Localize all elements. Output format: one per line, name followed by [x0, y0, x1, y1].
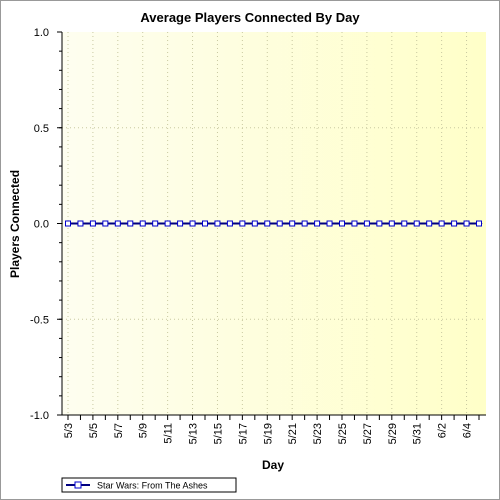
- data-point: [413, 220, 420, 227]
- data-point: [214, 220, 221, 227]
- legend-marker: [74, 481, 82, 489]
- y-tick-label: -0.5: [30, 314, 49, 326]
- data-point: [388, 220, 395, 227]
- x-tick-label: 6/4: [462, 423, 474, 438]
- x-tick-label: 5/5: [88, 423, 100, 438]
- x-tick-label: 5/9: [138, 423, 150, 438]
- data-point: [139, 220, 146, 227]
- data-point: [89, 220, 96, 227]
- data-point: [251, 220, 258, 227]
- x-tick-label: 6/2: [437, 423, 449, 438]
- y-tick-label: -1.0: [30, 410, 49, 422]
- data-point: [438, 220, 445, 227]
- legend-label: Star Wars: From The Ashes: [97, 481, 208, 491]
- x-tick-label: 5/13: [188, 423, 200, 444]
- x-tick-label: 5/29: [387, 423, 399, 444]
- data-point: [127, 220, 134, 227]
- data-point: [177, 220, 184, 227]
- data-point: [463, 220, 470, 227]
- y-tick-labels: 1.0 0.5 0.0 -0.5 -1.0: [30, 27, 49, 422]
- data-point: [301, 220, 308, 227]
- data-point: [314, 220, 321, 227]
- x-axis-title: Day: [262, 458, 284, 472]
- data-point: [114, 220, 121, 227]
- x-tick-label: 5/21: [287, 423, 299, 444]
- x-tick-labels: 5/3 5/5 5/7 5/9 5/11 5/13 5/15 5/17 5/19 5/21 5/23…: [63, 423, 474, 444]
- data-point: [376, 220, 383, 227]
- y-tick-label: 0.5: [34, 123, 49, 135]
- legend-swatch: [66, 481, 90, 489]
- data-point: [276, 220, 283, 227]
- data-point: [339, 220, 345, 227]
- y-tick-label: 0.0: [34, 219, 49, 231]
- data-point: [326, 220, 333, 227]
- data-point: [65, 220, 71, 227]
- data-point: [476, 220, 482, 227]
- x-tick-label: 5/17: [237, 423, 249, 444]
- x-tick-label: 5/19: [262, 423, 274, 444]
- data-point: [401, 220, 408, 227]
- data-point: [164, 220, 171, 227]
- x-tick-label: 5/31: [412, 423, 424, 444]
- data-point: [226, 220, 233, 227]
- y-tick-label: 1.0: [34, 27, 49, 39]
- data-point: [77, 220, 84, 227]
- data-point: [189, 220, 196, 227]
- series-layer: [65, 220, 482, 227]
- x-tick-label: 5/25: [337, 423, 349, 444]
- y-axis-title: Players Connected: [8, 170, 22, 278]
- data-point: [363, 220, 370, 227]
- x-tick-label: 5/15: [212, 423, 224, 444]
- legend: Star Wars: From The Ashes: [61, 477, 237, 493]
- x-tick-label: 5/27: [362, 423, 374, 444]
- x-tick-label: 5/23: [312, 423, 324, 444]
- chart-title: Average Players Connected By Day: [140, 10, 360, 25]
- x-tick-label: 5/11: [163, 423, 175, 444]
- legend-box: [61, 477, 237, 493]
- data-point: [239, 220, 246, 227]
- data-point: [451, 220, 458, 227]
- data-point: [264, 220, 271, 227]
- x-tick-label: 5/7: [113, 423, 125, 438]
- data-point: [152, 220, 159, 227]
- axes: [57, 31, 486, 420]
- data-point: [102, 220, 109, 227]
- data-point: [426, 220, 433, 227]
- x-tick-label: 5/3: [63, 423, 75, 438]
- data-point: [202, 220, 208, 227]
- data-point: [289, 220, 296, 227]
- data-point: [351, 220, 358, 227]
